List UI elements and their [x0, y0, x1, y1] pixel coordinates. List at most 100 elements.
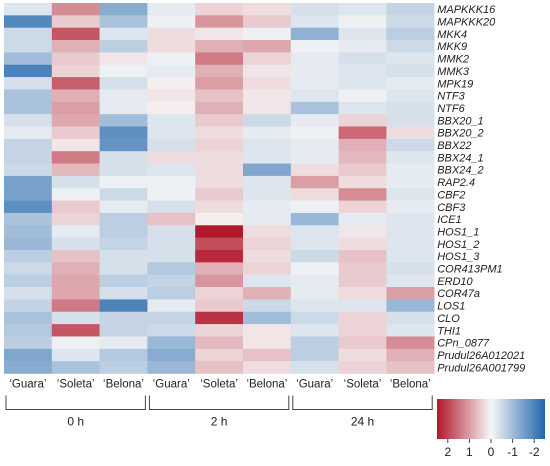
legend-tick-label: -2 [529, 445, 540, 459]
heatmap-cell [338, 3, 387, 16]
heatmap-cell [195, 200, 244, 214]
heatmap-cell [290, 250, 339, 263]
heatmap-cell [290, 101, 339, 115]
heatmap-cell [99, 262, 148, 275]
heatmap-cell [147, 324, 196, 337]
heatmap-cell [290, 361, 339, 374]
heatmap-cell [290, 274, 339, 288]
heatmap-cell [99, 200, 148, 214]
heatmap-cell [51, 40, 100, 53]
color-legend: 2 1 0 -1 -2 [437, 399, 545, 459]
heatmap-cell [4, 40, 53, 53]
heatmap-cell [147, 361, 196, 374]
heatmap-cell [99, 299, 148, 313]
column-label: ‘Belona’ [390, 379, 431, 391]
heatmap-cell [243, 175, 292, 189]
row-label: COR47a [437, 288, 480, 300]
row-label: NTF6 [437, 103, 465, 115]
heatmap-cell [243, 361, 292, 374]
heatmap-cell [147, 77, 196, 90]
heatmap-cell [4, 27, 53, 41]
heatmap-cell [195, 287, 244, 300]
heatmap-cell [147, 27, 196, 41]
heatmap-cell [386, 27, 435, 41]
heatmap-cell [147, 101, 196, 115]
heatmap-cell [147, 250, 196, 263]
heatmap-cell [195, 52, 244, 66]
row-label: HOS1_1 [437, 227, 479, 239]
heatmap-cell [4, 200, 53, 214]
heatmap-cell [243, 348, 292, 362]
heatmap-cell [4, 299, 53, 313]
row-label: ERD10 [437, 276, 473, 288]
heatmap-cell [290, 188, 339, 201]
heatmap-cell [147, 212, 196, 226]
heatmap-cell [147, 311, 196, 325]
heatmap-cell [338, 348, 387, 362]
heatmap-cell [147, 336, 196, 350]
heatmap-cell [99, 274, 148, 288]
heatmap-cell [195, 348, 244, 362]
heatmap-cell [51, 336, 100, 350]
heatmap-cell [195, 361, 244, 374]
heatmap-cell [4, 126, 53, 140]
heatmap-cell [243, 237, 292, 251]
heatmap-cell [386, 348, 435, 362]
heatmap-cell [195, 299, 244, 313]
heatmap-cell [290, 225, 339, 238]
heatmap-cell [4, 361, 53, 374]
heatmap-cell [290, 311, 339, 325]
heatmap-cell [195, 126, 244, 140]
heatmap-cell [338, 212, 387, 226]
heatmap-cell [290, 237, 339, 251]
heatmap-cell [338, 324, 387, 337]
heatmap-cell [4, 138, 53, 152]
heatmap-cell [51, 64, 100, 78]
legend-colorbar [437, 399, 545, 439]
heatmap-cell [386, 126, 435, 140]
heatmap-cell [195, 138, 244, 152]
heatmap-cell [147, 188, 196, 201]
heatmap-cell [195, 274, 244, 288]
heatmap-cell [147, 299, 196, 313]
column-label: ‘Soleta’ [344, 379, 382, 391]
heatmap-cell [243, 64, 292, 78]
heatmap-cell [386, 287, 435, 300]
heatmap-cell [4, 77, 53, 90]
heatmap-cell [243, 3, 292, 16]
heatmap-cell [386, 52, 435, 66]
heatmap-cell [195, 225, 244, 238]
heatmap-cell [4, 311, 53, 325]
heatmap-cell [290, 299, 339, 313]
heatmap-cell [4, 89, 53, 103]
heatmap-cell [147, 348, 196, 362]
heatmap-cell [99, 114, 148, 127]
heatmap-cell [51, 262, 100, 275]
row-label: MKK4 [437, 29, 467, 41]
heatmap-cell [386, 175, 435, 189]
heatmap-cell [99, 237, 148, 251]
heatmap-cell [386, 64, 435, 78]
heatmap-cell [386, 101, 435, 115]
heatmap-cell [147, 89, 196, 103]
heatmap-cell [386, 225, 435, 238]
heatmap-cell [338, 299, 387, 313]
heatmap-cell [386, 274, 435, 288]
heatmap-cell [290, 52, 339, 66]
heatmap-cell [290, 114, 339, 127]
group-brackets [5, 395, 433, 410]
heatmap-cell [51, 237, 100, 251]
heatmap-cell [51, 3, 100, 16]
heatmap-cell [243, 262, 292, 275]
heatmap-cell [338, 225, 387, 238]
heatmap-cell [386, 262, 435, 275]
heatmap-cell [243, 101, 292, 115]
heatmap-cell [243, 138, 292, 152]
heatmap-cell [386, 114, 435, 127]
heatmap-cell [147, 3, 196, 16]
legend-tick-label: 1 [466, 445, 473, 459]
heatmap-cell [386, 151, 435, 164]
heatmap-cell [243, 40, 292, 53]
heatmap-cell [243, 27, 292, 41]
heatmap-cell [99, 138, 148, 152]
